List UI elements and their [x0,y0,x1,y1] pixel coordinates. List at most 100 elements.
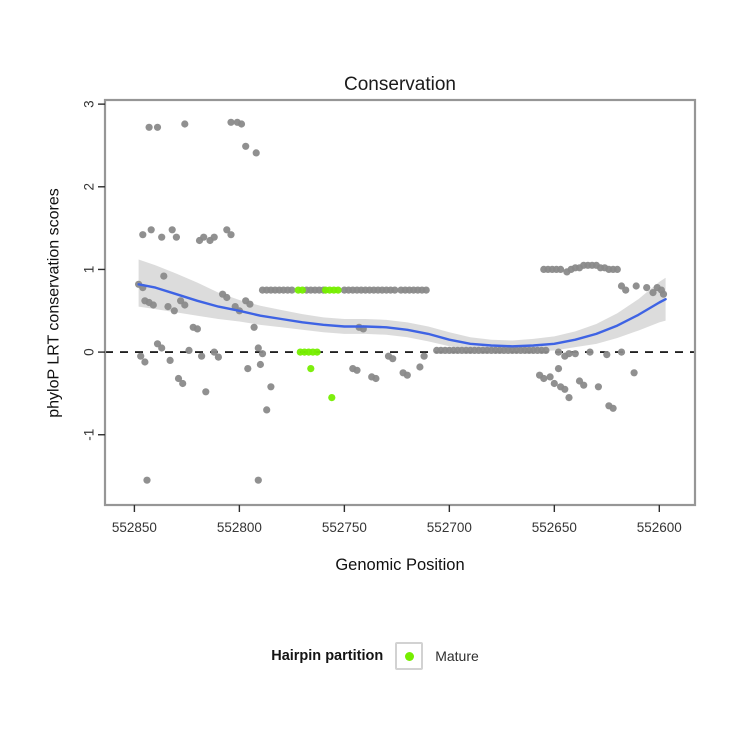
data-point-other [617,348,626,356]
data-point-other [158,233,166,241]
data-point-mature [298,286,306,294]
data-point-other [250,323,258,331]
data-point-other [153,123,162,131]
data-point-other [594,383,603,391]
data-point-other [237,120,246,128]
data-point-mature [334,286,342,294]
data-point-other [147,226,155,234]
data-point-other [422,286,430,294]
data-point-other [244,365,252,373]
data-point-other [267,383,275,391]
y-tick-label: 2 [82,183,97,191]
data-point-other [580,381,588,389]
legend-key [395,642,424,670]
confidence-band [138,259,666,353]
y-tick-label: -1 [82,429,97,441]
data-point-other [223,226,231,234]
data-point-other [630,369,638,377]
data-point-other [172,233,180,241]
data-point-other [174,374,183,383]
mature-point-icon [404,651,414,661]
data-point-other [649,289,657,297]
data-point-other [603,351,611,359]
data-point-other [565,350,573,358]
data-point-other [193,325,201,333]
data-point-other [389,355,397,363]
data-point-other [158,344,166,352]
data-point-other [227,118,235,126]
data-point-other [185,346,193,354]
chart-title: Conservation [344,74,456,95]
data-point-other [391,286,399,294]
y-tick-label: 1 [82,266,97,274]
data-point-other [353,366,361,374]
data-point-other [141,358,149,366]
x-tick-label: 552800 [217,520,262,535]
data-point-other [170,307,178,315]
x-axis-title: Genomic Position [335,556,465,574]
legend: Hairpin partition Mature [0,642,750,670]
data-point-other [137,352,145,360]
data-point-other [258,350,267,358]
panel-border [103,98,697,507]
data-point-other [622,286,630,294]
data-point-other [227,231,235,239]
data-point-other [164,303,172,311]
data-point-other [145,123,153,131]
data-point-other [198,352,206,360]
data-point-other [571,350,579,358]
data-point-other [659,290,668,298]
data-point-other [254,476,262,484]
data-point-other [181,120,189,128]
y-tick-label: 3 [82,100,97,108]
data-point-other [416,363,424,371]
data-point-other [252,149,260,157]
data-point-other [554,348,563,356]
data-point-other [403,371,411,379]
data-point-other [554,365,563,373]
data-point-other [210,233,218,241]
data-point-other [613,265,621,273]
x-tick-label: 552750 [322,520,367,535]
data-point-other [550,379,558,388]
data-point-mature [307,365,315,373]
data-point-other [372,374,380,383]
x-tick-label: 552700 [427,520,472,535]
data-point-other [246,300,254,308]
data-point-other [168,226,176,234]
data-point-other [242,142,250,150]
data-point-other [565,394,573,402]
data-point-other [609,404,617,412]
data-point-other [420,352,428,360]
data-point-other [210,348,218,356]
legend-title: Hairpin partition [271,648,384,664]
data-point-other [160,272,168,280]
x-tick-label: 552650 [532,520,577,535]
data-point-other [586,348,594,356]
data-point-other [561,385,569,393]
legend-label-mature: Mature [435,648,479,664]
data-point-other [540,374,548,383]
data-point-other [263,406,271,414]
data-point-other [149,301,157,309]
data-point-other [214,353,222,361]
data-point-other [143,476,151,484]
data-point-other [179,379,187,388]
data-point-other [288,286,296,294]
data-point-other [546,373,554,381]
data-point-other [200,233,208,241]
data-point-other [223,293,231,302]
data-point-other [254,344,262,352]
data-point-other [542,346,550,354]
smooth-line [137,283,667,348]
data-point-other [643,284,651,292]
y-tick-label: 0 [82,348,97,356]
data-point-other [557,265,565,273]
data-point-mature [313,348,321,356]
x-tick-label: 552600 [637,520,682,535]
data-point-other [632,282,640,290]
x-tick-label: 552850 [112,520,157,535]
data-point-mature [328,394,336,402]
